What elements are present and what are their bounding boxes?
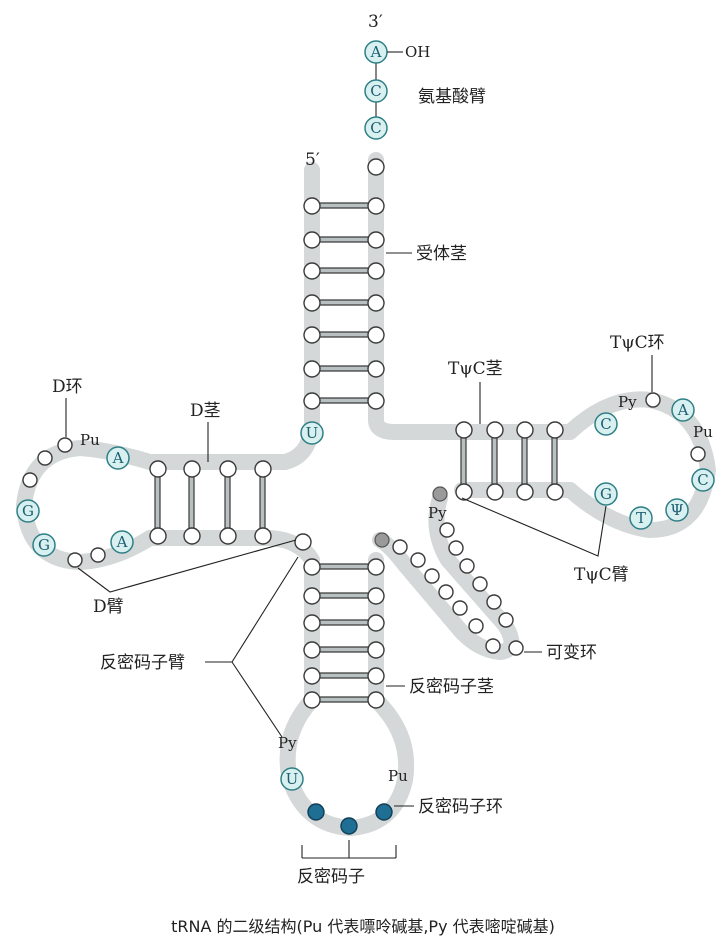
anticodon-base-2 [340, 817, 358, 835]
figure-caption: tRNA 的二级结构(Pu 代表嘌呤碱基,Py 代表嘧啶碱基) [171, 917, 555, 936]
svg-text:A: A [112, 449, 124, 467]
anticodon-stem-nucleotides [303, 558, 385, 709]
oh-label: OH [405, 43, 430, 61]
t-loop-py: Py [618, 393, 637, 411]
acceptor-stem-pairs [320, 202, 368, 404]
d-stem-nucleotides [149, 460, 312, 551]
cca-base-c1: C [370, 82, 381, 100]
svg-text:A: A [116, 533, 128, 551]
tpsic-arm-label: TψC臂 [574, 565, 629, 585]
anticodon-base-1 [307, 803, 325, 821]
anticodon-base-3 [375, 803, 393, 821]
tpsic-stem-label: TψC茎 [448, 359, 503, 379]
anticodon-arm-label: 反密码子臂 [100, 653, 185, 673]
five-prime-label: 5′ [305, 150, 320, 170]
anticodon-stem-label: 反密码子茎 [409, 677, 494, 697]
svg-text:U: U [286, 770, 299, 788]
t-stem-pairs [460, 438, 558, 486]
anticodon-loop-label: 反密码子环 [418, 797, 503, 817]
variable-loop-nucleotides: Py [374, 486, 524, 656]
svg-text:G: G [38, 536, 50, 554]
t-loop-nucleotides: C Py A Pu C Ψ T G [594, 392, 715, 530]
cca-end: A C C OH 3′ [364, 12, 430, 140]
acceptor-stem-label: 受体茎 [416, 244, 467, 264]
svg-text:T: T [636, 509, 646, 527]
acceptor-stem-nucleotides [303, 158, 385, 410]
cca-base-a: A [370, 43, 382, 61]
anticodon-loop-pu: Pu [388, 767, 408, 785]
acceptor-arm-label: 氨基酸臂 [418, 87, 486, 107]
svg-text:U: U [306, 424, 319, 442]
anticodon-label: 反密码子 [297, 867, 365, 887]
variable-loop-label: 可变环 [546, 643, 597, 663]
anticodon-loop-nucleotides: Py U Pu [278, 734, 408, 835]
variable-loop-py: Py [428, 504, 447, 522]
svg-text:A: A [677, 401, 689, 419]
svg-text:C: C [600, 415, 611, 433]
anticodon-stem-pairs [320, 563, 368, 703]
svg-text:C: C [697, 471, 708, 489]
d-stem-pairs [154, 470, 266, 530]
d-stem-label: D茎 [190, 401, 221, 421]
d-loop-label: D环 [52, 377, 83, 397]
anticodon-loop-py: Py [278, 734, 297, 752]
cca-base-c2: C [370, 119, 381, 137]
t-loop-pu: Pu [693, 423, 713, 441]
svg-text:G: G [600, 485, 612, 503]
d-loop-pu: Pu [80, 431, 100, 449]
svg-text:Ψ: Ψ [670, 501, 683, 519]
tpsic-loop-label: TψC环 [610, 333, 665, 353]
d-loop-nucleotides: A Pu G G A [16, 431, 134, 568]
svg-text:G: G [22, 502, 34, 520]
t-stem-nucleotides [455, 421, 564, 501]
d-arm-label: D臂 [93, 597, 124, 617]
junction-u: U [300, 421, 324, 445]
three-prime-label: 3′ [368, 12, 383, 32]
anticodon-bracket [301, 840, 397, 859]
